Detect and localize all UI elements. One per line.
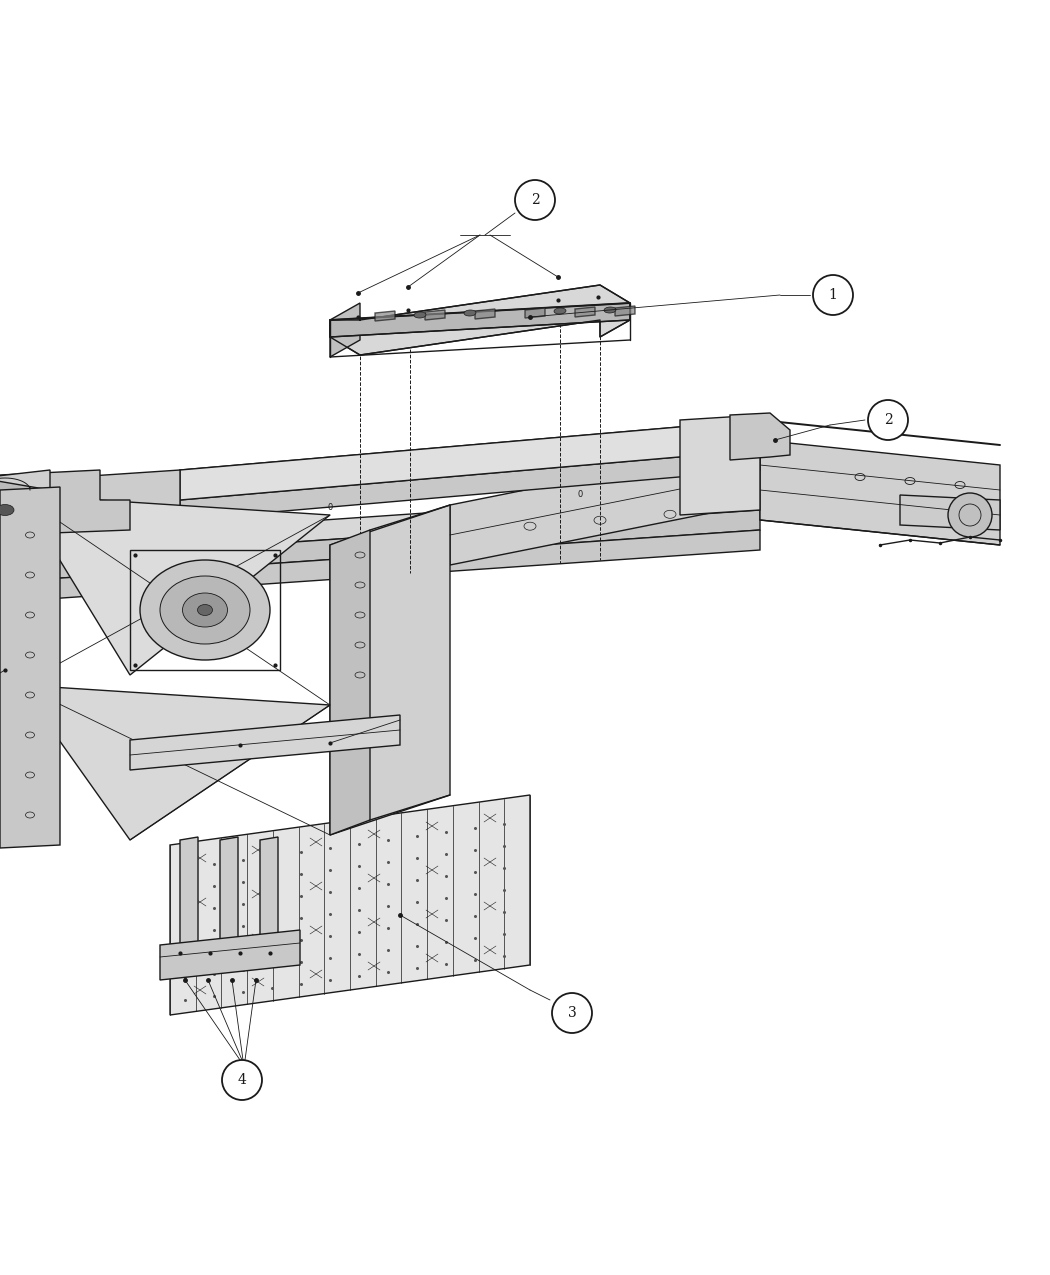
Polygon shape (425, 310, 445, 320)
Circle shape (868, 400, 908, 440)
Text: 0: 0 (578, 490, 583, 499)
Text: 3: 3 (568, 1006, 576, 1020)
Polygon shape (575, 307, 595, 317)
Circle shape (514, 180, 555, 221)
Polygon shape (330, 303, 630, 337)
Polygon shape (680, 414, 760, 515)
Polygon shape (0, 470, 50, 490)
Polygon shape (0, 490, 760, 565)
Polygon shape (30, 470, 180, 530)
Polygon shape (330, 505, 450, 835)
Polygon shape (475, 309, 495, 319)
Polygon shape (330, 530, 370, 835)
Polygon shape (130, 715, 400, 770)
Polygon shape (160, 929, 300, 980)
Circle shape (222, 1060, 262, 1100)
Ellipse shape (197, 604, 212, 616)
Ellipse shape (160, 576, 250, 644)
Polygon shape (0, 510, 760, 585)
Polygon shape (180, 836, 198, 949)
Polygon shape (0, 478, 30, 547)
Ellipse shape (414, 312, 426, 317)
Polygon shape (615, 306, 635, 316)
Polygon shape (0, 530, 760, 606)
Polygon shape (450, 445, 750, 565)
Polygon shape (375, 311, 395, 321)
Polygon shape (260, 836, 278, 949)
Text: 2: 2 (884, 413, 892, 427)
Polygon shape (220, 836, 238, 949)
Polygon shape (20, 685, 330, 840)
Polygon shape (20, 495, 330, 674)
Text: 0: 0 (328, 504, 333, 513)
Polygon shape (0, 470, 130, 536)
Ellipse shape (0, 500, 21, 520)
Circle shape (948, 493, 992, 537)
Polygon shape (180, 419, 760, 500)
Polygon shape (180, 450, 760, 520)
Ellipse shape (140, 560, 270, 660)
Polygon shape (330, 303, 360, 357)
Polygon shape (525, 309, 545, 317)
Ellipse shape (183, 593, 228, 627)
Circle shape (552, 993, 592, 1033)
Polygon shape (330, 286, 630, 354)
Polygon shape (900, 495, 1000, 530)
Polygon shape (180, 419, 760, 490)
Text: 4: 4 (237, 1074, 247, 1088)
Polygon shape (730, 413, 790, 460)
Ellipse shape (604, 307, 616, 312)
Polygon shape (760, 440, 1000, 544)
Ellipse shape (464, 310, 476, 316)
Text: 2: 2 (530, 193, 540, 207)
Ellipse shape (554, 309, 566, 314)
Polygon shape (0, 487, 60, 848)
Text: 1: 1 (828, 288, 838, 302)
Ellipse shape (0, 505, 14, 515)
Polygon shape (170, 796, 530, 1015)
Circle shape (813, 275, 853, 315)
